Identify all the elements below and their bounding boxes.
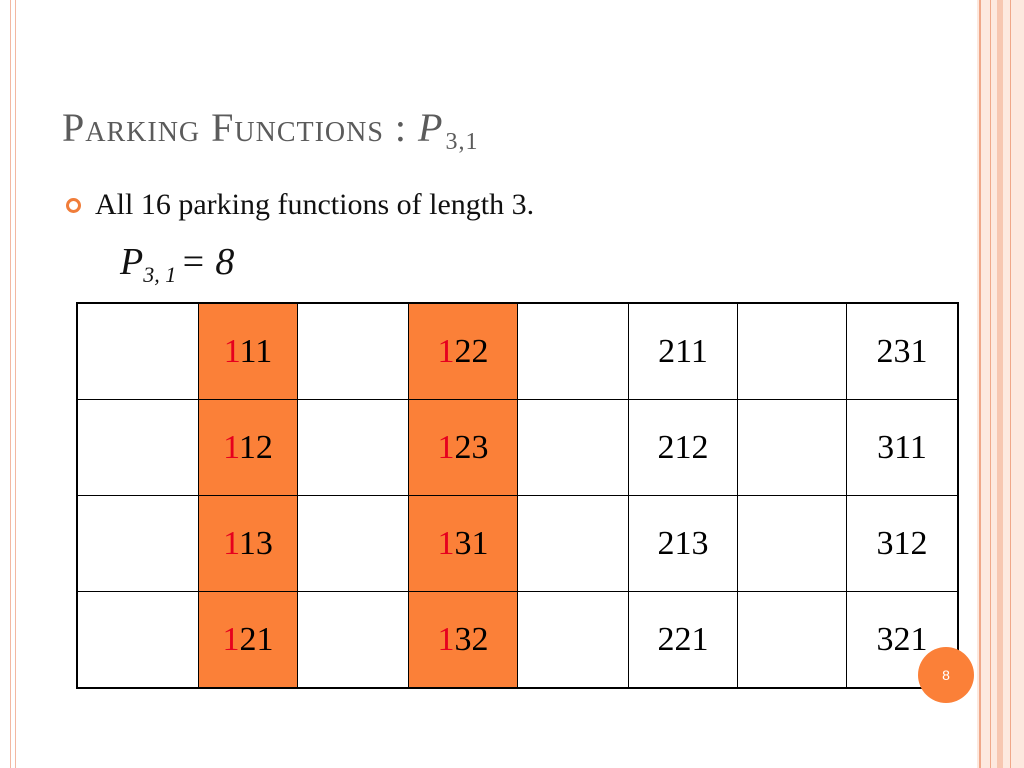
cell-first-digit: 1: [437, 332, 455, 370]
cell-rest-digits: 21: [239, 620, 274, 658]
table-cell: 212: [628, 399, 738, 496]
cell-rest-digits: 22: [454, 332, 489, 370]
table-cell: 231: [846, 302, 959, 400]
parking-functions-table: 111 122 211 231 112 123 212 311 113 131 213 312 121 1…: [76, 302, 959, 689]
table-cell: 221: [628, 591, 738, 689]
table-cell: 113: [198, 495, 298, 592]
cell-value: 311: [877, 428, 927, 466]
table-cell: 311: [846, 399, 959, 496]
cell-first-digit: 1: [437, 428, 455, 466]
table-cell: [297, 399, 409, 496]
cell-first-digit: 1: [222, 620, 240, 658]
table-row: 113 131 213 312: [76, 495, 959, 592]
table-cell: [297, 591, 409, 689]
table-cell: [517, 399, 629, 496]
cell-rest-digits: 11: [239, 332, 273, 370]
title-variable: P: [418, 105, 444, 150]
table-cell: [76, 399, 199, 496]
cell-value: 321: [876, 620, 928, 658]
table-cell: 122: [408, 302, 518, 400]
cell-value: 212: [657, 428, 709, 466]
cell-first-digit: 1: [437, 620, 455, 658]
table-cell: [297, 302, 409, 400]
cell-rest-digits: 32: [454, 620, 489, 658]
bullet-item: All 16 parking functions of length 3.: [66, 188, 534, 222]
formula: P3, 1 = 8: [120, 240, 234, 288]
table-cell: 111: [198, 302, 298, 400]
table-cell: [737, 302, 847, 400]
table-row: 112 123 212 311: [76, 399, 959, 496]
cell-value: 312: [876, 524, 928, 562]
table-cell: 213: [628, 495, 738, 592]
table-cell: [517, 302, 629, 400]
circle-bullet-icon: [66, 197, 81, 213]
title-subscript: 3,1: [445, 129, 479, 155]
table-cell: [737, 495, 847, 592]
cell-value: 213: [657, 524, 709, 562]
cell-first-digit: 1: [223, 524, 239, 562]
table-cell: 112: [198, 399, 298, 496]
slide-title: Parking Functions : P3,1: [62, 104, 478, 156]
table-cell: [297, 495, 409, 592]
cell-rest-digits: 13: [238, 524, 273, 562]
table-cell: 121: [198, 591, 298, 689]
cell-rest-digits: 23: [454, 428, 489, 466]
bullet-text: All 16 parking functions of length 3.: [95, 188, 535, 221]
table-cell: [76, 302, 199, 400]
cell-value: 221: [657, 620, 709, 658]
table-cell: 312: [846, 495, 959, 592]
table-cell: [737, 591, 847, 689]
table-cell: [737, 399, 847, 496]
formula-subscript: 3, 1: [143, 262, 177, 287]
formula-equals: = 8: [180, 241, 235, 283]
formula-variable: P: [120, 241, 144, 283]
cell-rest-digits: 12: [238, 428, 273, 466]
table-cell: 131: [408, 495, 518, 592]
table-cell: 211: [628, 302, 738, 400]
table-row: 111 122 211 231: [76, 302, 959, 400]
table-cell: 132: [408, 591, 518, 689]
table-cell: [517, 591, 629, 689]
cell-value: 231: [876, 332, 928, 370]
table-cell: [76, 591, 199, 689]
table-cell: 123: [408, 399, 518, 496]
page-number: 8: [918, 647, 974, 703]
table-row: 121 132 221 321: [76, 591, 959, 689]
cell-first-digit: 1: [223, 332, 240, 370]
left-border-decoration: [10, 0, 16, 768]
cell-value: 211: [658, 332, 708, 370]
title-text: Parking Functions :: [62, 105, 419, 150]
table-cell: [76, 495, 199, 592]
cell-first-digit: 1: [223, 428, 239, 466]
cell-first-digit: 1: [437, 524, 455, 562]
table-cell: [517, 495, 629, 592]
right-border-decoration: [977, 0, 1024, 768]
cell-rest-digits: 31: [454, 524, 489, 562]
